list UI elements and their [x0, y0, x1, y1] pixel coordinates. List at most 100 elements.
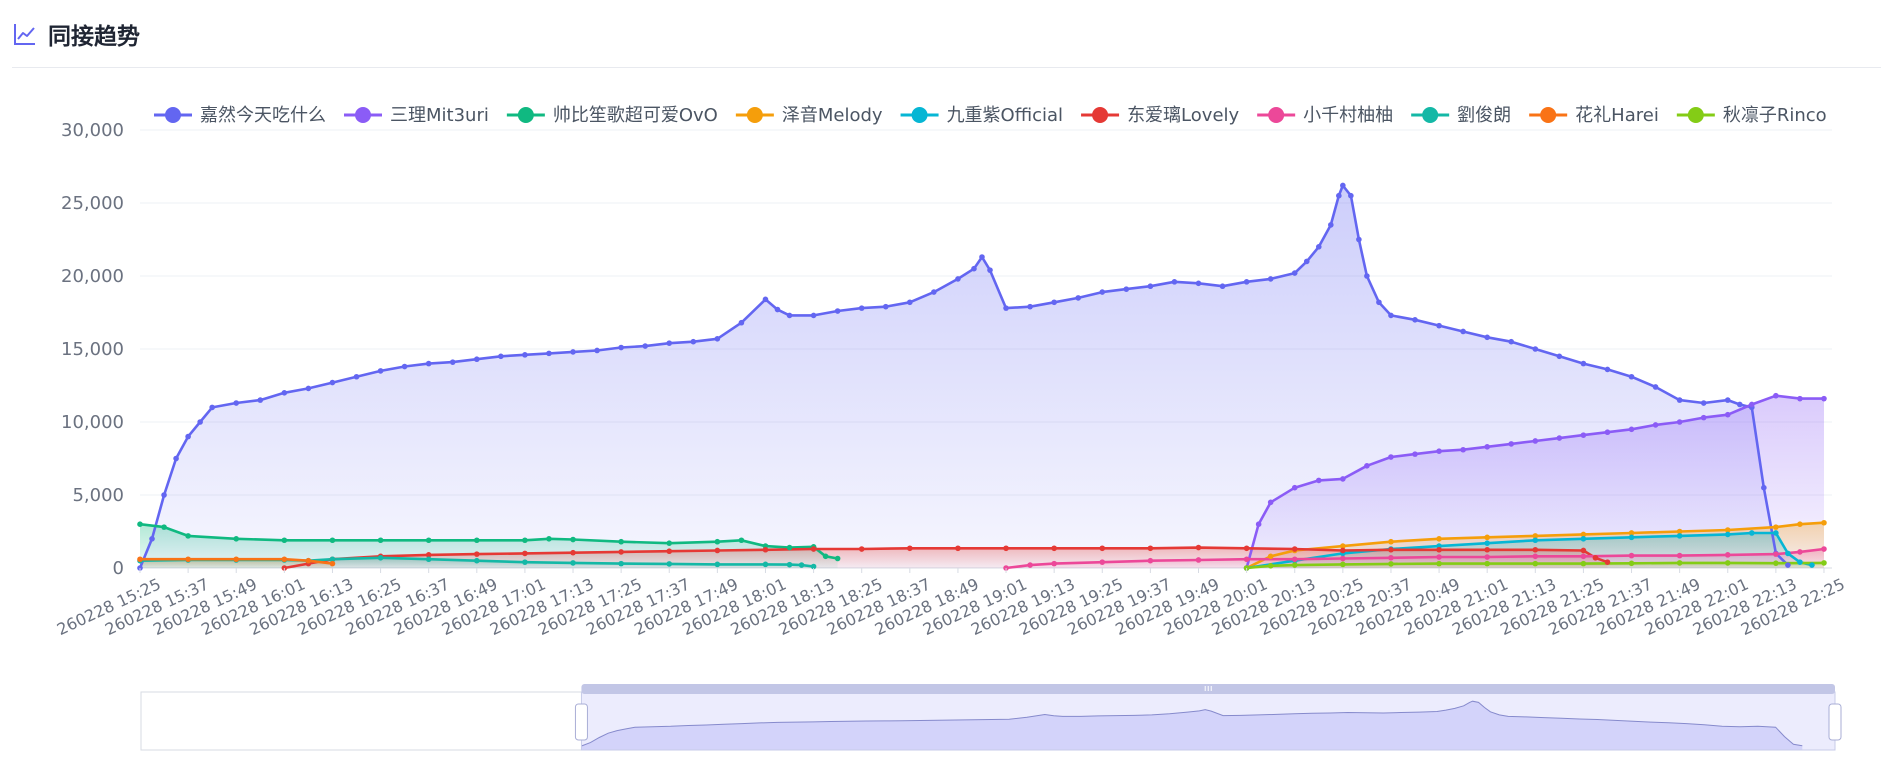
data-point[interactable] — [618, 344, 624, 351]
data-point[interactable] — [666, 561, 673, 567]
data-point[interactable] — [798, 562, 805, 568]
data-point[interactable] — [1436, 546, 1442, 553]
data-point[interactable] — [666, 340, 673, 346]
data-point[interactable] — [522, 550, 528, 557]
data-point[interactable] — [1724, 552, 1731, 558]
data-point[interactable] — [209, 404, 215, 411]
data-point[interactable] — [714, 561, 721, 568]
data-point[interactable] — [233, 536, 240, 542]
data-point[interactable] — [1532, 553, 1539, 560]
data-point[interactable] — [1376, 299, 1382, 306]
data-point[interactable] — [1255, 521, 1262, 527]
data-point[interactable] — [714, 335, 721, 342]
data-point[interactable] — [522, 537, 528, 544]
data-point[interactable] — [1460, 328, 1466, 335]
data-point[interactable] — [1580, 560, 1587, 567]
data-point[interactable] — [762, 546, 769, 553]
data-point[interactable] — [822, 553, 829, 560]
data-point[interactable] — [786, 544, 793, 551]
data-point[interactable] — [1340, 561, 1346, 568]
data-point[interactable] — [907, 545, 913, 552]
data-point[interactable] — [1484, 554, 1490, 560]
data-point[interactable] — [353, 373, 360, 380]
data-point[interactable] — [1604, 429, 1611, 436]
data-point[interactable] — [546, 350, 552, 357]
data-point[interactable] — [1171, 279, 1178, 285]
data-point[interactable] — [1291, 270, 1298, 276]
data-point[interactable] — [1556, 353, 1563, 360]
data-point[interactable] — [810, 312, 817, 319]
data-point[interactable] — [1676, 552, 1683, 559]
data-point[interactable] — [305, 557, 312, 564]
data-point[interactable] — [1243, 545, 1250, 552]
data-point[interactable] — [1580, 547, 1587, 554]
data-point[interactable] — [1773, 551, 1779, 557]
data-point[interactable] — [1773, 392, 1779, 399]
data-point[interactable] — [618, 538, 624, 545]
data-point[interactable] — [305, 385, 312, 392]
data-point[interactable] — [257, 397, 264, 403]
data-point[interactable] — [233, 556, 240, 563]
data-point[interactable] — [1724, 531, 1731, 538]
data-point[interactable] — [1388, 554, 1394, 561]
data-point[interactable] — [1532, 560, 1539, 567]
data-point[interactable] — [329, 560, 336, 567]
data-point[interactable] — [642, 343, 648, 349]
data-point[interactable] — [1773, 560, 1779, 566]
data-point[interactable] — [955, 545, 961, 552]
data-point[interactable] — [971, 265, 977, 272]
data-point[interactable] — [1388, 454, 1394, 460]
legend-item[interactable]: 三理Mit3uri — [344, 105, 489, 126]
data-point[interactable] — [473, 557, 480, 564]
data-point[interactable] — [1315, 244, 1322, 250]
data-point[interactable] — [1123, 286, 1130, 292]
data-point[interactable] — [1340, 547, 1346, 554]
data-point[interactable] — [1652, 422, 1659, 428]
data-point[interactable] — [1195, 557, 1202, 563]
data-point[interactable] — [1532, 546, 1539, 553]
data-point[interactable] — [907, 299, 913, 306]
data-point[interactable] — [1797, 521, 1803, 527]
data-point[interactable] — [570, 349, 576, 355]
data-point[interactable] — [1388, 538, 1394, 545]
data-point[interactable] — [1436, 536, 1442, 542]
data-point[interactable] — [1003, 545, 1009, 552]
data-point[interactable] — [1484, 534, 1490, 541]
data-point[interactable] — [810, 563, 817, 570]
data-point[interactable] — [329, 379, 336, 386]
data-point[interactable] — [1821, 519, 1827, 526]
data-point[interactable] — [1736, 401, 1743, 408]
legend-item[interactable]: 东爱璃Lovely — [1081, 105, 1240, 126]
data-point[interactable] — [955, 276, 961, 282]
data-point[interactable] — [1291, 556, 1298, 563]
zoom-resize-handle[interactable] — [1828, 703, 1842, 741]
data-point[interactable] — [1700, 400, 1707, 406]
data-point[interactable] — [1484, 546, 1490, 553]
data-point[interactable] — [762, 561, 769, 568]
data-point[interactable] — [882, 303, 889, 310]
data-point[interactable] — [425, 360, 432, 367]
data-point[interactable] — [618, 549, 624, 555]
data-point[interactable] — [666, 540, 673, 546]
data-point[interactable] — [329, 556, 336, 563]
data-point[interactable] — [1604, 559, 1611, 565]
data-point[interactable] — [1051, 560, 1057, 567]
data-point[interactable] — [1303, 258, 1310, 265]
data-point[interactable] — [498, 353, 504, 360]
data-point[interactable] — [1676, 528, 1683, 535]
data-point[interactable] — [1604, 366, 1611, 373]
data-point[interactable] — [1628, 534, 1635, 541]
data-point[interactable] — [987, 267, 993, 273]
data-point[interactable] — [149, 536, 155, 542]
data-point[interactable] — [858, 305, 865, 311]
data-point[interactable] — [738, 537, 745, 544]
data-point[interactable] — [1700, 414, 1707, 421]
legend-item[interactable]: 劉俊朗 — [1411, 105, 1511, 126]
data-point[interactable] — [137, 521, 143, 527]
data-point[interactable] — [1749, 401, 1755, 408]
data-point[interactable] — [786, 561, 793, 568]
data-point[interactable] — [1580, 531, 1587, 538]
data-point[interactable] — [1027, 303, 1033, 310]
data-point[interactable] — [1219, 283, 1226, 290]
data-point[interactable] — [1267, 563, 1274, 569]
